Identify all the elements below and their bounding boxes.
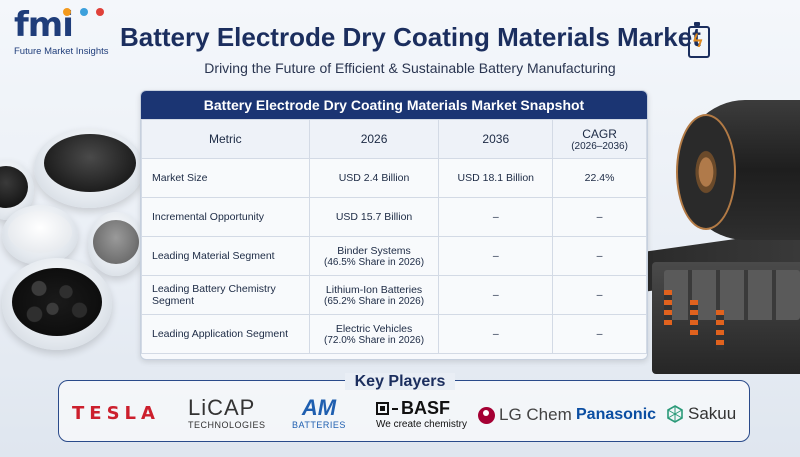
row-2026: USD 15.7 Billion [308, 197, 440, 237]
table-row: Leading Battery Chemistry Segment Lithiu… [141, 275, 647, 315]
basf-name: BASF [401, 398, 450, 418]
lg-chem-name: LG Chem [499, 405, 572, 424]
row-cagr: 22.4% [552, 158, 647, 198]
am-batteries-logo: AM BATTERIES [292, 395, 346, 431]
licap-logo: LiCAP TECHNOLOGIES [188, 395, 266, 431]
row-metric: Market Size [141, 158, 310, 198]
market-snapshot-card: Battery Electrode Dry Coating Materials … [140, 90, 648, 360]
logo-subtitle: Future Market Insights [14, 46, 109, 57]
col-header-cagr: CAGR (2026–2036) [552, 119, 647, 159]
row-2036: – [438, 236, 554, 276]
row-2026: Lithium-Ion Batteries (65.2% Share in 20… [308, 275, 440, 315]
row-2026: USD 2.4 Billion [308, 158, 440, 198]
basf-sub: We create chemistry [376, 419, 467, 430]
row-2026-value: Lithium-Ion Batteries [325, 283, 423, 296]
page-title: Battery Electrode Dry Coating Materials … [120, 22, 701, 52]
basf-logo: BASF We create chemistry [376, 398, 467, 430]
row-cagr: – [552, 236, 647, 276]
col-header-metric: Metric [141, 119, 310, 159]
snapshot-title: Battery Electrode Dry Coating Materials … [141, 91, 647, 119]
table-row: Market Size USD 2.4 Billion USD 18.1 Bil… [141, 158, 647, 198]
logo-dot-red [96, 8, 104, 16]
lg-chem-logo: LG Chem [478, 405, 572, 425]
sakuu-logo: Sakuu [666, 404, 736, 424]
row-2026-value: Binder Systems [337, 244, 411, 257]
fmi-logo: fmi Future Market Insights [14, 8, 124, 58]
col-header-2036: 2036 [438, 119, 554, 159]
row-cagr: – [552, 197, 647, 237]
table-row: Leading Application Segment Electric Veh… [141, 314, 647, 354]
sakuu-name: Sakuu [688, 404, 737, 423]
snapshot-table: Metric 2026 2036 CAGR (2026–2036) Market… [141, 119, 647, 354]
row-2026: Binder Systems (46.5% Share in 2026) [308, 236, 440, 276]
row-2026-share: (72.0% Share in 2026) [324, 334, 425, 346]
panasonic-logo: Panasonic [576, 406, 657, 423]
row-2036: – [438, 197, 554, 237]
basf-mark: BASF [376, 398, 467, 419]
am-sub: BATTERIES [292, 420, 346, 430]
row-cagr: – [552, 314, 647, 354]
key-players-title: Key Players [0, 373, 800, 391]
basf-dash [392, 407, 398, 410]
row-2036: – [438, 275, 554, 315]
row-metric: Leading Application Segment [141, 314, 310, 354]
table-row: Leading Material Segment Binder Systems … [141, 236, 647, 276]
row-2026: Electric Vehicles (72.0% Share in 2026) [308, 314, 440, 354]
lg-circle-icon [478, 406, 495, 424]
row-metric: Leading Battery Chemistry Segment [141, 275, 310, 315]
key-players-title-text: Key Players [344, 373, 456, 390]
row-metric: Leading Material Segment [141, 236, 310, 276]
logo-dot-blue [80, 8, 88, 16]
row-cagr: – [552, 275, 647, 315]
am-name: AM [301, 395, 337, 420]
row-metric: Incremental Opportunity [141, 197, 310, 237]
row-2036: USD 18.1 Billion [438, 158, 554, 198]
col-header-2026: 2026 [308, 119, 440, 159]
licap-name: LiCAP [188, 395, 256, 420]
row-2026-share: (46.5% Share in 2026) [324, 256, 425, 268]
row-2026-value: Electric Vehicles [335, 322, 413, 335]
table-row: Incremental Opportunity USD 15.7 Billion… [141, 197, 647, 237]
table-header-row: Metric 2026 2036 CAGR (2026–2036) [141, 119, 647, 159]
cagr-period: (2026–2036) [571, 140, 628, 152]
row-2036: – [438, 314, 554, 354]
sakuu-hex-icon [666, 405, 684, 423]
logo-dot-orange [63, 8, 71, 16]
row-2026-share: (65.2% Share in 2026) [324, 295, 425, 307]
page-subtitle: Driving the Future of Efficient & Sustai… [204, 60, 616, 76]
tesla-logo: TESLA [72, 403, 160, 424]
cagr-label: CAGR [582, 126, 617, 141]
battery-bolt-icon: ϟ [688, 22, 710, 58]
licap-sub: TECHNOLOGIES [188, 420, 266, 430]
basf-square-icon [376, 402, 389, 415]
